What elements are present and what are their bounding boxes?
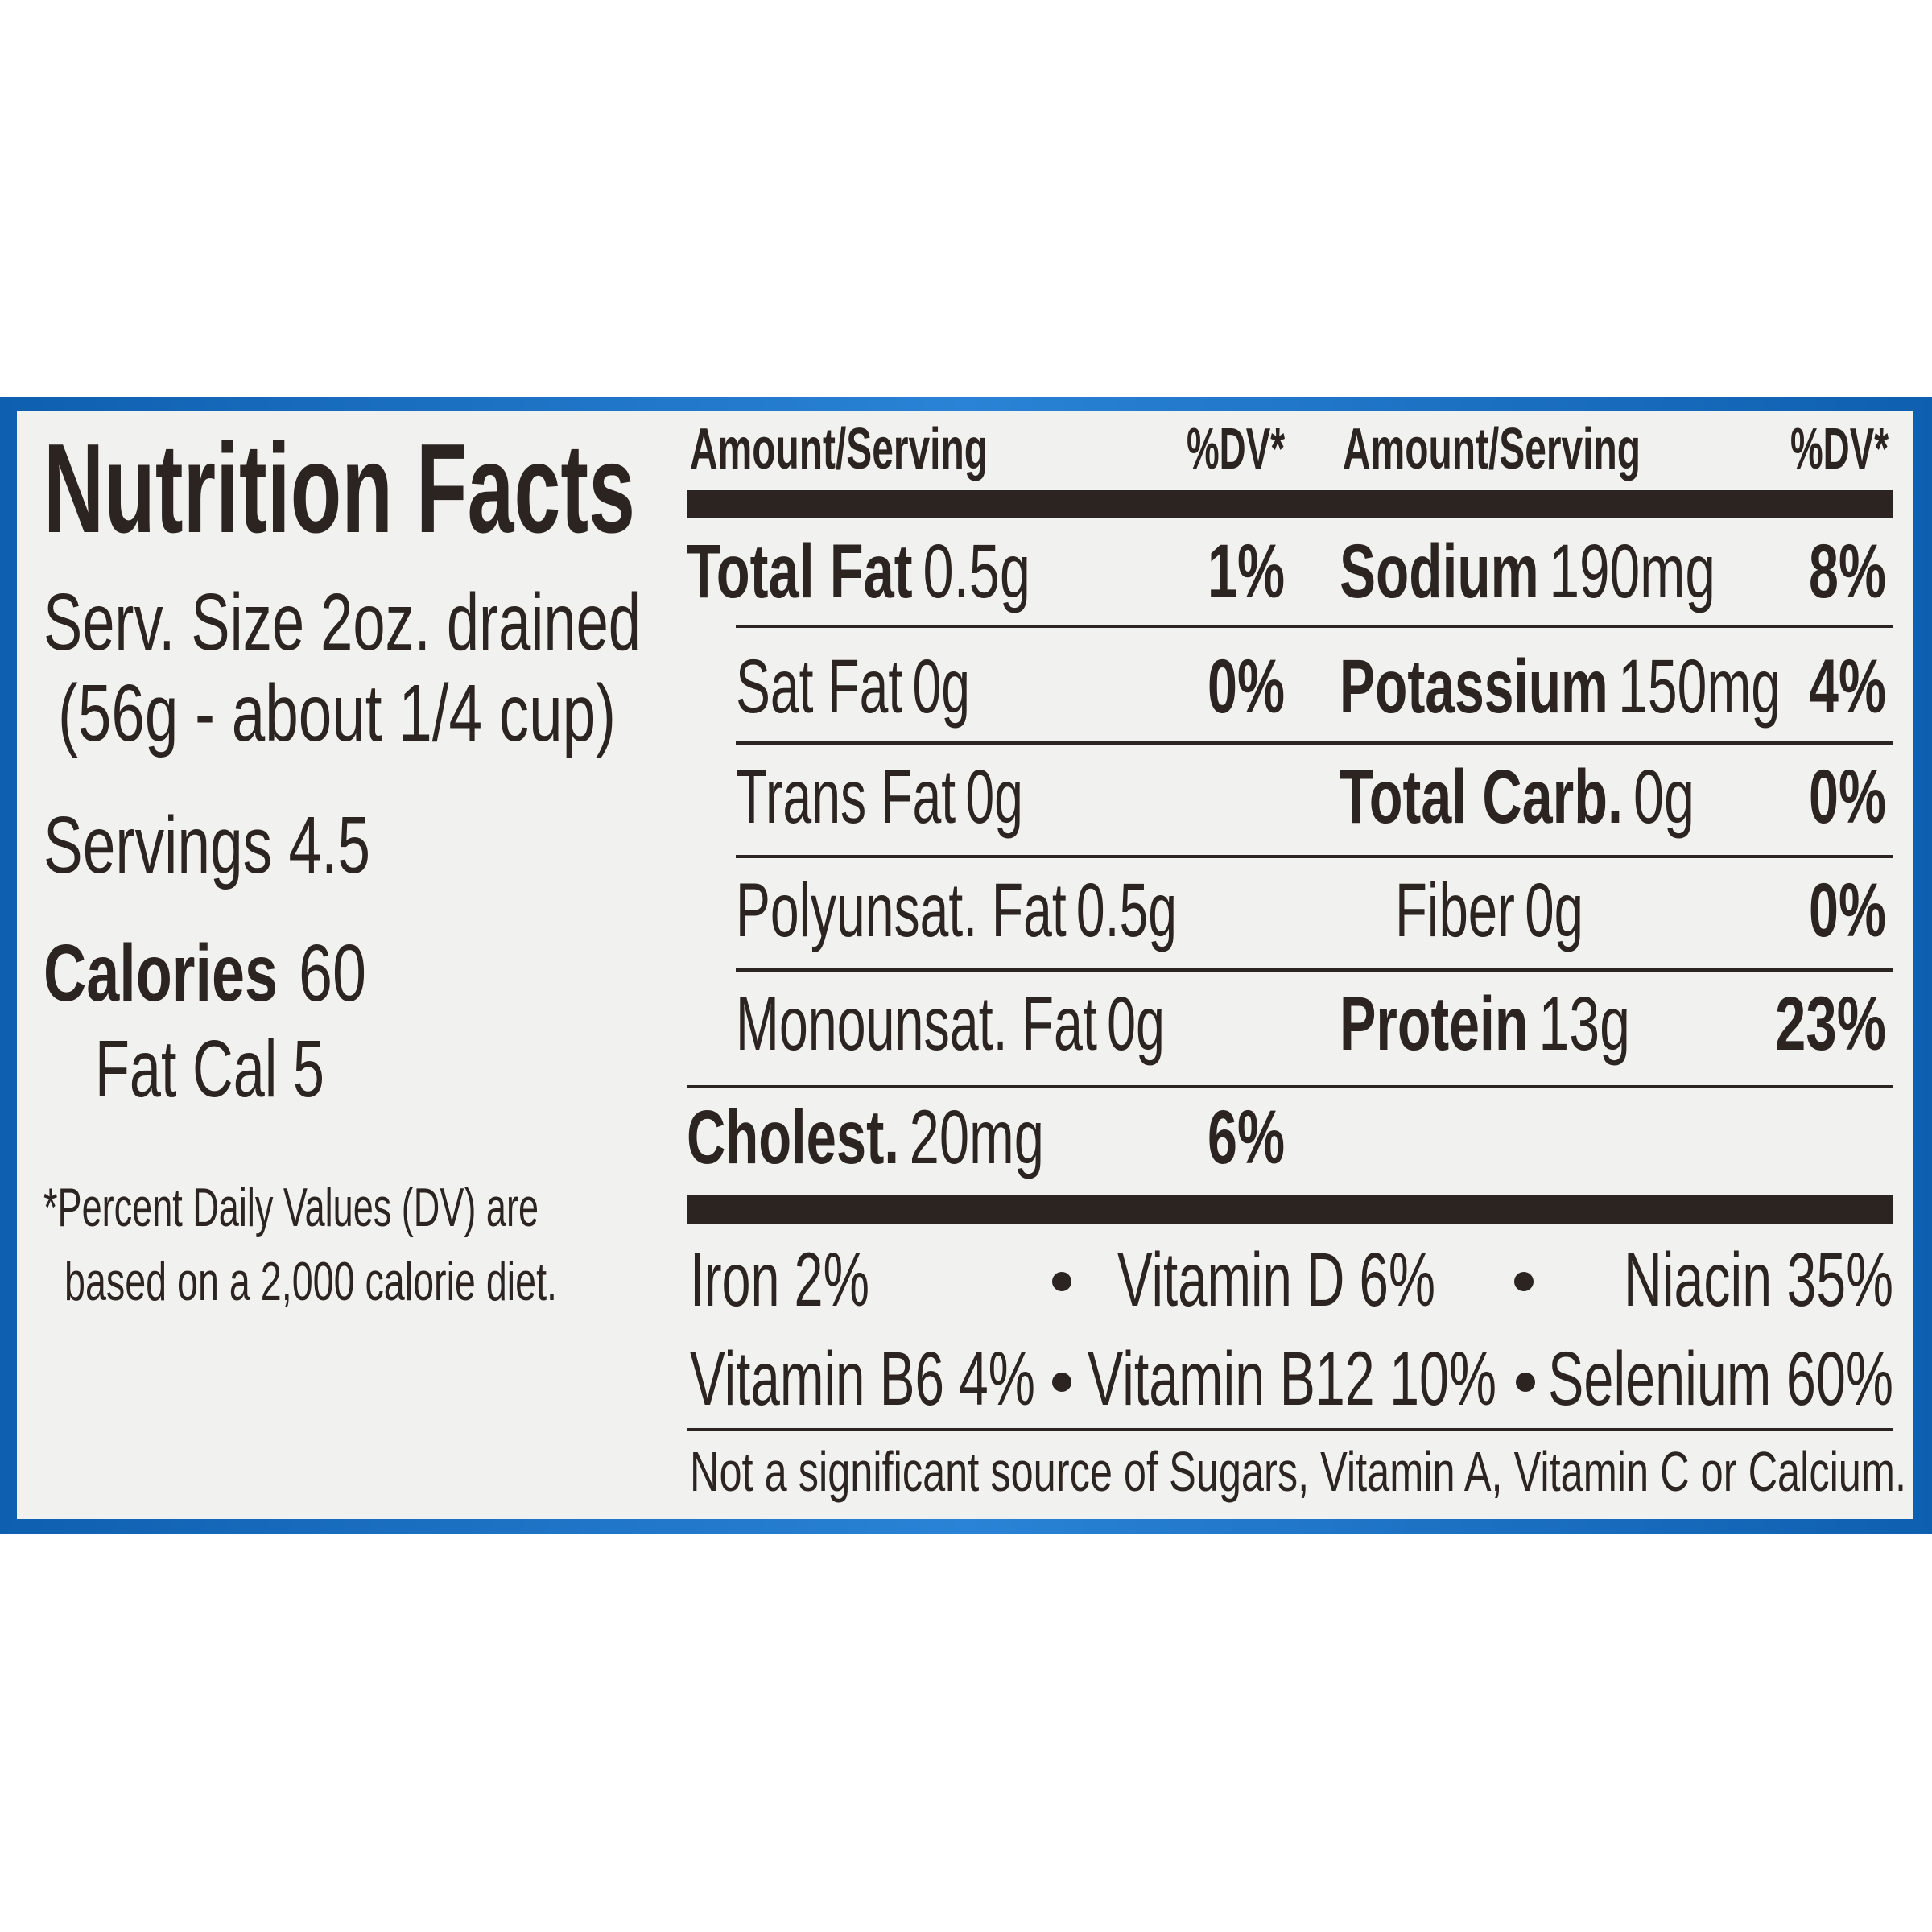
nutrient-amount: 0g <box>965 754 1023 840</box>
nutrient-dv: 6% <box>1208 1095 1285 1180</box>
nutrient-row: Sodium190mg <box>1340 529 1715 614</box>
nutrient-name: Polyunsat. Fat <box>736 868 1067 953</box>
nutrient-name: Trans Fat <box>736 754 956 840</box>
nutrient-row: Total Fat0.5g <box>687 529 1030 614</box>
column-header: Amount/Serving <box>1343 417 1641 481</box>
nutrient-name: Cholest. <box>687 1095 899 1180</box>
column-header-dv: %DV* <box>1187 417 1285 481</box>
serving-size-detail: (56g - about 1/4 cup) <box>58 668 616 758</box>
nutrient-amount: 0g <box>912 644 970 729</box>
nutrient-row: Total Carb.0g <box>1340 754 1695 840</box>
nutrient-row: Cholest.20mg <box>687 1095 1044 1180</box>
footnote: based on a 2,000 calorie diet. <box>64 1251 557 1312</box>
nutrient-row: Sat Fat0g <box>736 644 970 729</box>
nutrient-dv: 8% <box>1809 529 1886 614</box>
nutrient-row: Protein13g <box>1340 981 1630 1067</box>
thick-rule <box>687 490 1893 518</box>
calories-label: Calories <box>43 928 278 1018</box>
rule <box>736 855 1893 858</box>
nutrient-amount: 0.5g <box>923 529 1030 614</box>
nutrient-row: Fiber0g <box>1395 868 1583 953</box>
nutrient-row: Trans Fat0g <box>736 754 1023 840</box>
nutrient-amount: 190mg <box>1549 529 1715 614</box>
nutrient-row: Potassium150mg <box>1340 644 1781 729</box>
nutrient-amount: 0g <box>1525 868 1583 953</box>
nutrient-name: Protein <box>1340 981 1529 1067</box>
rule <box>736 625 1893 628</box>
servings: Servings 4.5 <box>43 800 370 890</box>
vitamin: Vitamin D 6% <box>1117 1237 1435 1323</box>
nutrient-name: Fiber <box>1395 868 1515 953</box>
vitamin: Vitamin B6 4% <box>690 1336 1035 1422</box>
rule <box>736 968 1893 972</box>
nutrient-name: Potassium <box>1340 644 1608 729</box>
calories-value: 60 <box>299 928 366 1018</box>
nutrient-name: Total Fat <box>687 529 913 614</box>
nutrient-amount: 150mg <box>1618 644 1781 729</box>
nutrient-amount: 13g <box>1538 981 1630 1067</box>
nutrient-dv: 0% <box>1809 754 1886 840</box>
nutrient-name: Sat Fat <box>736 644 902 729</box>
calories: Calories 60 <box>43 928 366 1018</box>
serving-size: Serv. Size 2oz. drained <box>43 577 641 667</box>
rule <box>687 1085 1893 1088</box>
nutrient-name: Monounsat. Fat <box>736 981 1097 1067</box>
nutrient-dv: 0% <box>1208 644 1285 729</box>
nutrient-amount: 0.5g <box>1076 868 1177 953</box>
bullet <box>1052 1373 1071 1392</box>
nutrient-name: Total Carb. <box>1340 754 1623 840</box>
column-header-dv: %DV* <box>1790 417 1889 481</box>
vitamin: Iron 2% <box>690 1237 869 1323</box>
fat-calories: Fat Cal 5 <box>95 1024 324 1114</box>
bullet <box>1516 1373 1535 1392</box>
nutrient-dv: 0% <box>1809 868 1886 953</box>
vitamin: Vitamin B12 10% <box>1088 1336 1496 1422</box>
bullet <box>1052 1272 1071 1291</box>
column-header: Amount/Serving <box>690 417 988 481</box>
thick-rule <box>687 1195 1893 1224</box>
vitamin: Niacin 35% <box>1624 1237 1893 1323</box>
nutrient-amount: 0g <box>1107 981 1165 1067</box>
title: Nutrition Facts <box>43 418 635 559</box>
footnote: *Percent Daily Values (DV) are <box>43 1177 539 1238</box>
nutrient-dv: 4% <box>1809 644 1886 729</box>
nutrient-amount: 20mg <box>910 1095 1044 1180</box>
nutrient-dv: 23% <box>1775 981 1886 1067</box>
note: Not a significant source of Sugars, Vita… <box>690 1440 1906 1503</box>
nutrient-row: Polyunsat. Fat0.5g <box>736 868 1177 953</box>
nutrient-name: Sodium <box>1340 529 1539 614</box>
nutrient-dv: 1% <box>1208 529 1285 614</box>
vitamin: Selenium 60% <box>1548 1336 1893 1422</box>
rule <box>687 1428 1893 1431</box>
rule <box>736 741 1893 745</box>
bullet <box>1514 1272 1534 1291</box>
nutrient-amount: 0g <box>1633 754 1695 840</box>
nutrient-row: Monounsat. Fat0g <box>736 981 1165 1067</box>
label-panel <box>17 411 1913 1519</box>
